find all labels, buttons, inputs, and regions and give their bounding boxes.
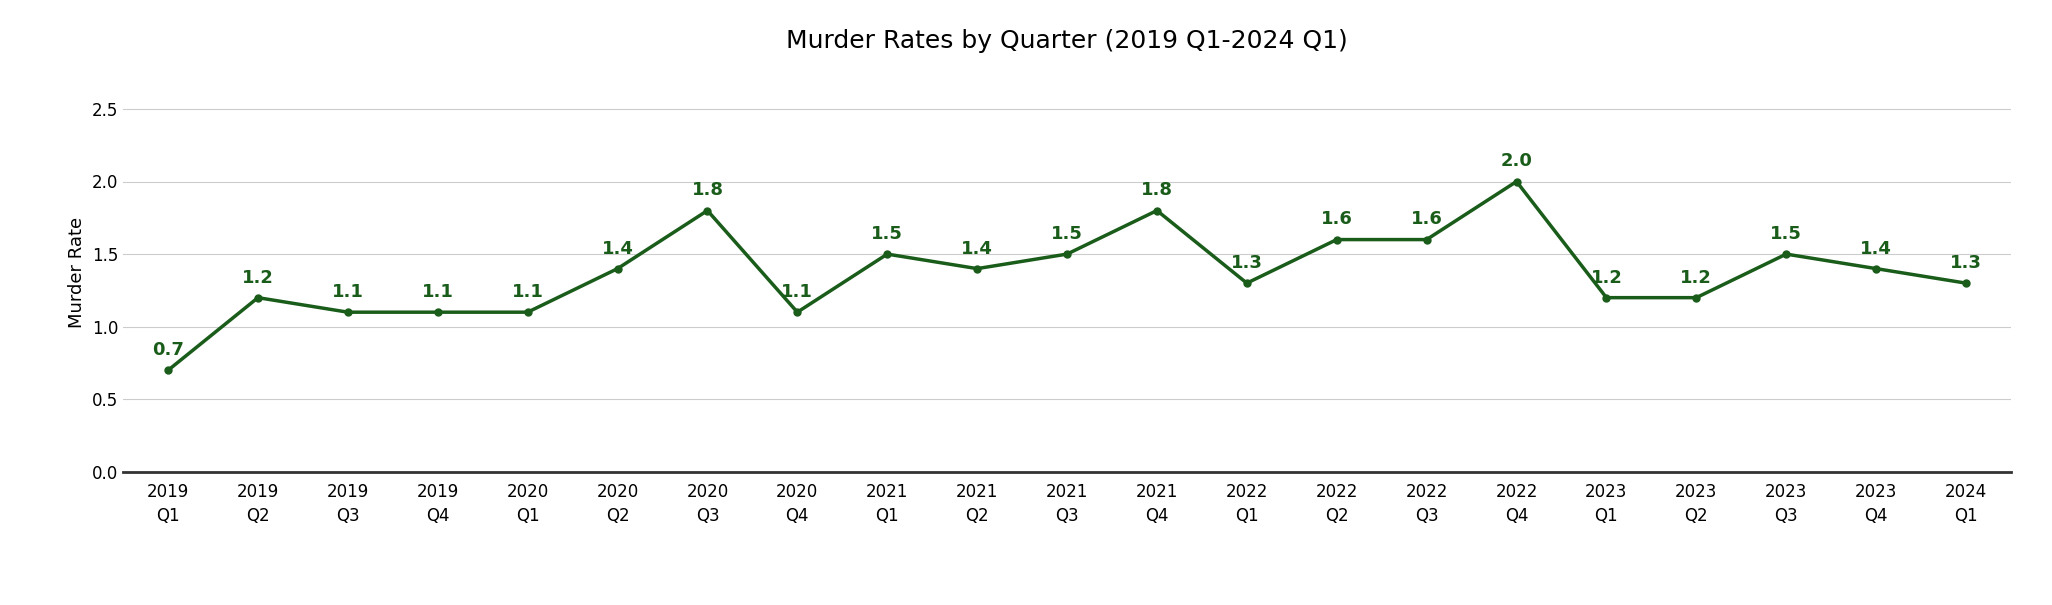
Text: 1.8: 1.8 [692,182,724,200]
Text: 2.0: 2.0 [1500,152,1533,171]
Text: 1.4: 1.4 [960,240,993,258]
Text: 1.6: 1.6 [1410,211,1443,229]
Text: 1.2: 1.2 [1681,269,1711,287]
Text: 1.2: 1.2 [242,269,273,287]
Text: 1.6: 1.6 [1321,211,1352,229]
Text: 1.1: 1.1 [511,283,544,301]
Title: Murder Rates by Quarter (2019 Q1-2024 Q1): Murder Rates by Quarter (2019 Q1-2024 Q1… [786,28,1348,53]
Text: 1.4: 1.4 [601,240,634,258]
Text: 1.3: 1.3 [1949,254,1982,272]
Text: 1.3: 1.3 [1231,254,1262,272]
Text: 0.7: 0.7 [152,341,185,359]
Text: 1.1: 1.1 [782,283,813,301]
Y-axis label: Murder Rate: Murder Rate [68,217,86,328]
Text: 1.1: 1.1 [332,283,363,301]
Text: 1.4: 1.4 [1861,240,1892,258]
Text: 1.5: 1.5 [872,225,903,243]
Text: 1.5: 1.5 [1771,225,1802,243]
Text: 1.8: 1.8 [1141,182,1174,200]
Text: 1.5: 1.5 [1051,225,1083,243]
Text: 1.2: 1.2 [1590,269,1623,287]
Text: 1.1: 1.1 [423,283,453,301]
